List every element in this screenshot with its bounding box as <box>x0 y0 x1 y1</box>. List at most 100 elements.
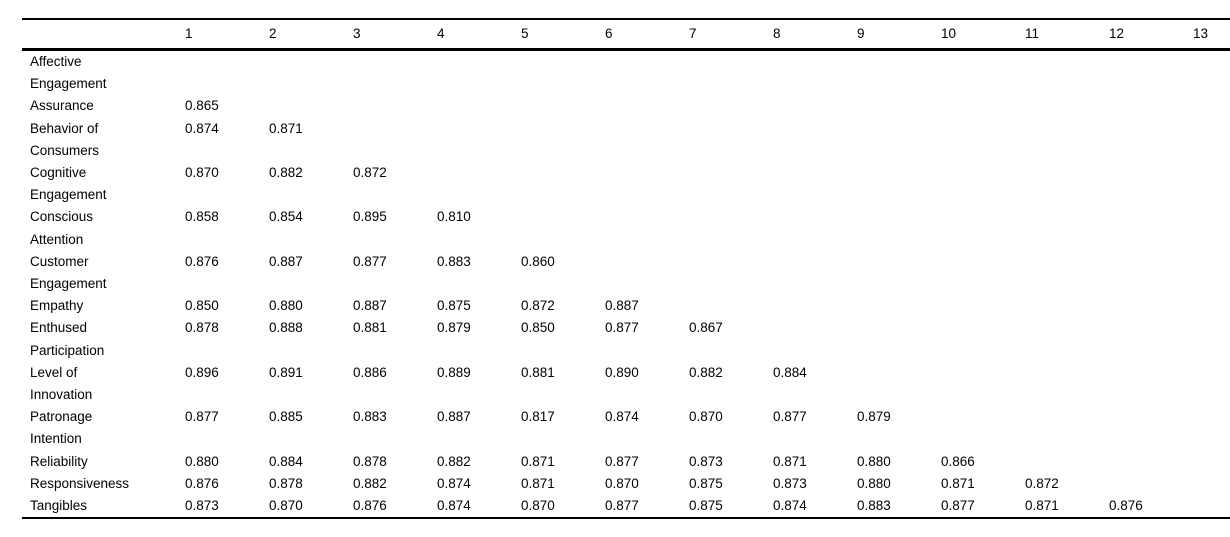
correlation-matrix-table: 1 2 3 4 5 6 7 8 9 10 11 12 13 Affective Engagement Ass… <box>22 18 1230 520</box>
value-cell: 0.877 <box>605 320 639 336</box>
value-cell: 0.870 <box>185 165 219 181</box>
row-label-line: Attention <box>30 231 84 247</box>
column-header-6: 6 <box>605 25 613 41</box>
value-cell: 0.850 <box>185 298 219 314</box>
table-row: Tangibles 0.873 0.870 0.876 0.874 0.870 0.877 0… <box>22 495 1230 517</box>
value-cell: 0.874 <box>437 475 471 491</box>
value-cell: 0.880 <box>269 298 303 314</box>
row-label-line: Consumers <box>30 142 100 158</box>
row-label-line: Engagement <box>30 76 107 92</box>
value-cell: 0.895 <box>353 209 387 225</box>
table-row: Responsiveness 0.876 0.878 0.882 0.874 0.871 0… <box>22 473 1230 495</box>
table-row: Patronage Intention 0.877 0.885 0.883 0.887 0.… <box>22 406 1230 450</box>
value-cell: 0.876 <box>185 253 219 269</box>
row-label-line: Behavior of <box>30 120 99 136</box>
value-cell: 0.874 <box>773 498 807 514</box>
table-row: Cognitive Engagement 0.870 0.882 0.872 <box>22 162 1230 206</box>
value-cell: 0.872 <box>353 165 387 181</box>
value-cell: 0.873 <box>689 453 723 469</box>
value-cell: 0.883 <box>353 409 387 425</box>
value-cell: 0.865 <box>185 98 219 114</box>
value-cell: 0.882 <box>689 364 723 380</box>
value-cell: 0.871 <box>521 475 555 491</box>
value-cell: 0.878 <box>185 320 219 336</box>
value-cell: 0.878 <box>353 453 387 469</box>
row-label-line: Intention <box>30 431 82 447</box>
value-cell: 0.870 <box>269 498 303 514</box>
value-cell: 0.887 <box>437 409 471 425</box>
row-label-line: Empathy <box>30 298 84 314</box>
row-label-line: Enthused <box>30 320 88 336</box>
value-cell: 0.882 <box>269 165 303 181</box>
value-cell: 0.877 <box>773 409 807 425</box>
row-label: Conscious Attention <box>22 206 185 250</box>
value-cell: 0.879 <box>437 320 471 336</box>
row-label: Tangibles <box>22 495 185 517</box>
value-cell: 0.878 <box>269 475 303 491</box>
row-label-line: Affective <box>30 54 82 69</box>
value-cell: 0.877 <box>185 409 219 425</box>
value-cell: 0.872 <box>521 298 555 314</box>
value-cell: 0.858 <box>185 209 219 225</box>
value-cell: 0.884 <box>773 364 807 380</box>
value-cell: 0.884 <box>269 453 303 469</box>
row-label: Customer Engagement <box>22 251 185 295</box>
value-cell: 0.885 <box>269 409 303 425</box>
value-cell: 0.870 <box>689 409 723 425</box>
value-cell: 0.876 <box>353 498 387 514</box>
column-header-13: 13 <box>1193 25 1209 41</box>
table-row: Affective Engagement <box>22 51 1230 95</box>
row-label: Enthused Participation <box>22 317 185 361</box>
row-label: Assurance <box>22 95 185 117</box>
row-label-line: Participation <box>30 342 105 358</box>
row-label: Empathy <box>22 295 185 317</box>
value-cell: 0.850 <box>521 320 555 336</box>
value-cell: 0.874 <box>437 498 471 514</box>
value-cell: 0.873 <box>185 498 219 514</box>
row-label: Level of Innovation <box>22 362 185 406</box>
value-cell: 0.891 <box>269 364 303 380</box>
value-cell: 0.883 <box>437 253 471 269</box>
row-label: Behavior of Consumers <box>22 118 185 162</box>
column-header-11: 11 <box>1025 25 1040 41</box>
value-cell: 0.881 <box>353 320 387 336</box>
value-cell: 0.876 <box>1109 498 1143 514</box>
row-label-line: Tangibles <box>30 498 88 514</box>
column-header-9: 9 <box>857 25 865 41</box>
row-label-line: Engagement <box>30 276 107 292</box>
value-cell: 0.875 <box>437 298 471 314</box>
value-cell: 0.882 <box>353 475 387 491</box>
table-row: Enthused Participation 0.878 0.888 0.881 0.87… <box>22 317 1230 361</box>
value-cell: 0.887 <box>353 298 387 314</box>
value-cell: 0.817 <box>521 409 555 425</box>
value-cell: 0.881 <box>521 364 555 380</box>
row-label-line: Assurance <box>30 98 94 114</box>
value-cell: 0.880 <box>185 453 219 469</box>
value-cell: 0.871 <box>1025 498 1059 514</box>
value-cell: 0.872 <box>1025 475 1059 491</box>
value-cell: 0.890 <box>605 364 639 380</box>
row-label-line: Innovation <box>30 387 93 403</box>
value-cell: 0.876 <box>185 475 219 491</box>
value-cell: 0.879 <box>857 409 891 425</box>
value-cell: 0.871 <box>269 120 303 136</box>
value-cell: 0.810 <box>437 209 471 225</box>
value-cell: 0.871 <box>941 475 975 491</box>
row-label: Patronage Intention <box>22 406 185 450</box>
table-row: Assurance 0.865 <box>22 95 1230 117</box>
value-cell: 0.870 <box>605 475 639 491</box>
column-header-4: 4 <box>437 25 445 41</box>
row-label-line: Engagement <box>30 187 107 203</box>
value-cell: 0.883 <box>857 498 891 514</box>
row-label: Reliability <box>22 451 185 473</box>
table-row: Conscious Attention 0.858 0.854 0.895 0.810 <box>22 206 1230 250</box>
column-header-1: 1 <box>185 25 193 41</box>
value-cell: 0.875 <box>689 475 723 491</box>
row-label-line: Conscious <box>30 209 94 225</box>
row-label: Affective Engagement <box>22 51 185 95</box>
value-cell: 0.888 <box>269 320 303 336</box>
table-bottom-rule <box>22 517 1230 520</box>
value-cell: 0.871 <box>773 453 807 469</box>
value-cell: 0.866 <box>941 453 975 469</box>
value-cell: 0.882 <box>437 453 471 469</box>
